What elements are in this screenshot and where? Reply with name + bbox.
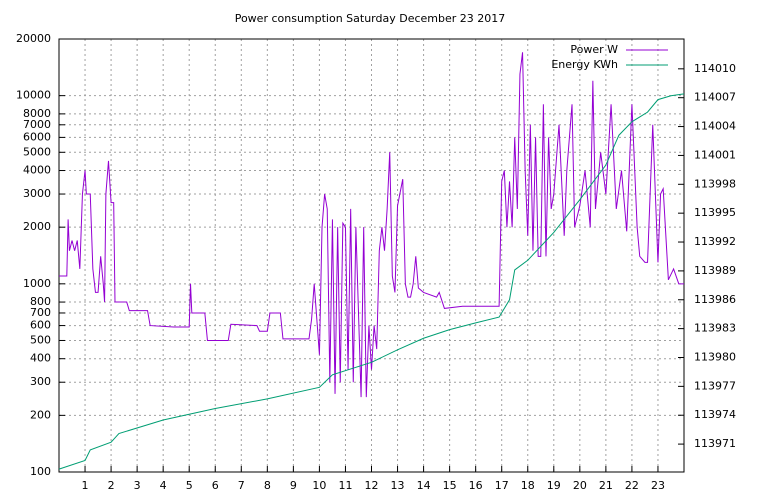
y2-tick-label: 113992 (694, 235, 736, 248)
y2-tick-label: 113989 (694, 264, 736, 277)
y-tick-label: 8000 (23, 107, 51, 120)
x-tick-label: 6 (212, 479, 219, 492)
y2-tick-label: 114007 (694, 91, 736, 104)
y-tick-label: 5000 (23, 145, 51, 158)
x-tick-label: 9 (290, 479, 297, 492)
y-tick-label: 20000 (16, 32, 51, 45)
x-tick-label: 11 (338, 479, 352, 492)
y2-tick-label: 113971 (694, 437, 736, 450)
y2-tick-label: 113977 (694, 379, 736, 392)
x-tick-label: 19 (547, 479, 561, 492)
y-tick-label: 2000 (23, 220, 51, 233)
x-tick-label: 3 (134, 479, 141, 492)
x-tick-label: 23 (651, 479, 665, 492)
y2-tick-label: 114001 (694, 148, 736, 161)
y-tick-label: 6000 (23, 130, 51, 143)
y-tick-label: 4000 (23, 164, 51, 177)
x-tick-label: 17 (495, 479, 509, 492)
x-tick-label: 21 (599, 479, 613, 492)
y2-tick-label: 114004 (694, 120, 736, 133)
x-tick-label: 14 (417, 479, 431, 492)
y-tick-label: 400 (30, 352, 51, 365)
data-line (58, 93, 685, 470)
y-tick-label: 200 (30, 408, 51, 421)
y-tick-label: 10000 (16, 89, 51, 102)
y-tick-label: 500 (30, 333, 51, 346)
legend-label: Energy KWh (551, 58, 618, 71)
y-tick-label: 100 (30, 465, 51, 478)
y2-tick-label: 113980 (694, 350, 736, 363)
x-tick-label: 1 (82, 479, 89, 492)
x-tick-label: 20 (573, 479, 587, 492)
chart-title: Power consumption Saturday December 23 2… (235, 12, 506, 25)
y2-tick-label: 113995 (694, 206, 736, 219)
y-tick-label: 800 (30, 295, 51, 308)
y-tick-label: 1000 (23, 277, 51, 290)
x-tick-label: 12 (365, 479, 379, 492)
x-tick-label: 13 (391, 479, 405, 492)
y-tick-label: 7000 (23, 118, 51, 131)
x-tick-label: 22 (625, 479, 639, 492)
y2-tick-label: 113998 (694, 177, 736, 190)
x-tick-label: 16 (469, 479, 483, 492)
x-tick-label: 15 (443, 479, 457, 492)
plot-frame (58, 38, 685, 473)
x-tick-label: 5 (186, 479, 193, 492)
x-tick-label: 2 (108, 479, 115, 492)
y2-tick-label: 113986 (694, 293, 736, 306)
x-tick-label: 10 (312, 479, 326, 492)
y-tick-label: 3000 (23, 187, 51, 200)
x-tick-label: 18 (521, 479, 535, 492)
y2-tick-label: 114010 (694, 62, 736, 75)
legend-label: Power W (570, 43, 618, 56)
x-tick-label: 4 (160, 479, 167, 492)
x-tick-label: 8 (264, 479, 271, 492)
y2-tick-label: 113974 (694, 408, 736, 421)
y2-tick-label: 113983 (694, 322, 736, 335)
y-tick-label: 600 (30, 319, 51, 332)
y-tick-label: 300 (30, 375, 51, 388)
data-line (59, 52, 684, 398)
y-tick-label: 700 (30, 306, 51, 319)
x-tick-label: 7 (238, 479, 245, 492)
